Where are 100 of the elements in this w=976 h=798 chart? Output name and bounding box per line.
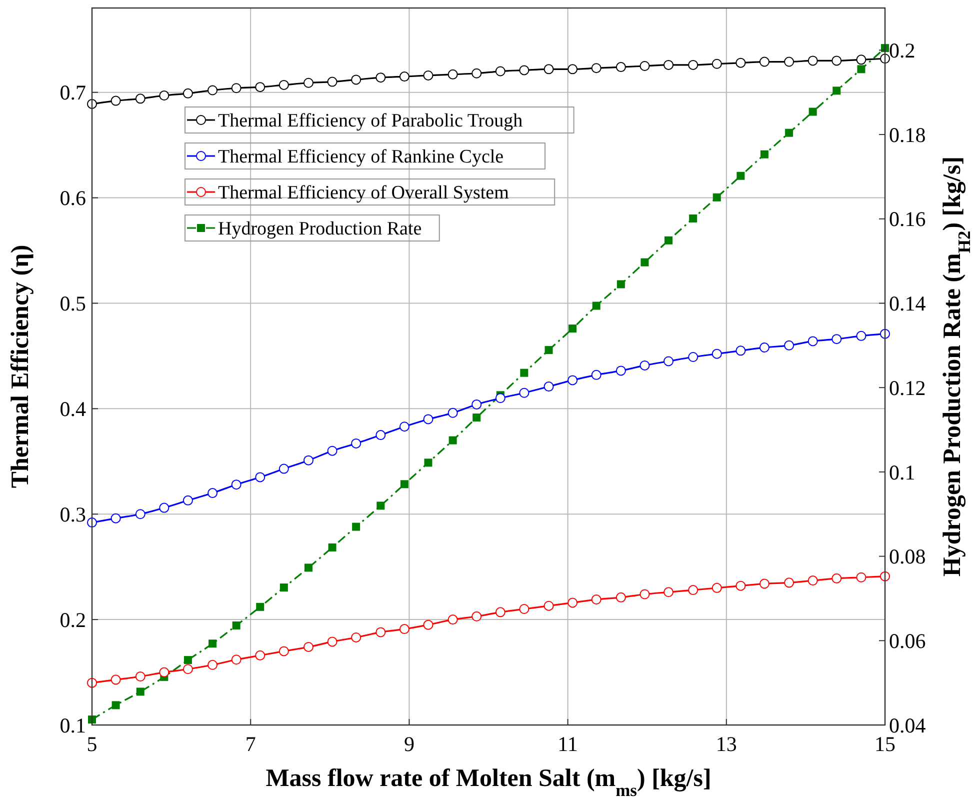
point bbox=[520, 368, 528, 377]
point bbox=[592, 302, 600, 310]
point bbox=[712, 348, 722, 359]
x-axis-title: Mass flow rate of Molten Salt (m$_{ms}$) [kg/s] bbox=[266, 765, 712, 798]
point bbox=[736, 580, 746, 591]
point bbox=[640, 60, 650, 71]
point bbox=[712, 582, 722, 593]
point bbox=[832, 56, 842, 66]
point bbox=[448, 408, 458, 418]
point bbox=[784, 340, 794, 350]
point bbox=[495, 393, 506, 404]
point bbox=[376, 430, 386, 440]
point bbox=[689, 214, 698, 222]
point bbox=[303, 78, 314, 88]
point bbox=[278, 80, 289, 90]
point bbox=[495, 607, 506, 618]
y-tick-label: 0.4 bbox=[60, 397, 86, 422]
point bbox=[591, 370, 602, 380]
point bbox=[303, 455, 314, 466]
y-tick-label: 0.3 bbox=[60, 502, 86, 526]
x-tick-label: 5 bbox=[86, 732, 98, 756]
y-tick-label: 0.5 bbox=[60, 292, 86, 316]
point bbox=[736, 346, 746, 356]
point bbox=[784, 578, 794, 588]
point bbox=[712, 193, 721, 202]
y2-tick-label: 0.2 bbox=[889, 38, 916, 63]
point bbox=[808, 56, 818, 66]
point bbox=[376, 627, 386, 638]
point bbox=[376, 502, 385, 510]
point bbox=[399, 72, 410, 82]
x-tick-label: 7 bbox=[245, 732, 256, 756]
point bbox=[759, 578, 770, 589]
point bbox=[136, 688, 144, 696]
point bbox=[785, 128, 794, 137]
point bbox=[423, 70, 434, 80]
point bbox=[182, 664, 193, 674]
point bbox=[327, 636, 338, 647]
point bbox=[712, 58, 722, 69]
x-tick-label: 9 bbox=[404, 732, 414, 756]
point bbox=[736, 172, 745, 180]
legend-label: Hydrogen Production Rate bbox=[218, 218, 422, 240]
point bbox=[759, 342, 770, 353]
point bbox=[423, 620, 434, 630]
point bbox=[736, 58, 746, 68]
point bbox=[664, 587, 674, 598]
point bbox=[424, 458, 432, 467]
point bbox=[832, 86, 841, 95]
point bbox=[400, 480, 408, 488]
y2-tick-label: 0.08 bbox=[889, 544, 926, 569]
point bbox=[208, 488, 218, 498]
y2-tick-label: 0.06 bbox=[889, 628, 926, 653]
point bbox=[519, 604, 530, 614]
point bbox=[280, 584, 288, 592]
point bbox=[856, 572, 866, 582]
point bbox=[231, 83, 242, 94]
point bbox=[760, 150, 768, 158]
point bbox=[688, 60, 698, 70]
point bbox=[184, 656, 192, 664]
legend-label: Thermal Efficiency of Parabolic Trough bbox=[218, 110, 524, 132]
point bbox=[591, 594, 602, 605]
legend-label: Thermal Efficiency of Overall System bbox=[218, 182, 510, 204]
point bbox=[208, 85, 218, 96]
point bbox=[568, 598, 578, 608]
point bbox=[616, 280, 625, 288]
point bbox=[208, 660, 218, 670]
point bbox=[856, 330, 866, 341]
point bbox=[808, 108, 817, 116]
point bbox=[352, 522, 360, 531]
point bbox=[616, 62, 626, 72]
point bbox=[303, 642, 314, 652]
x-tick-label: 13 bbox=[716, 732, 737, 756]
point bbox=[159, 90, 170, 101]
point bbox=[616, 592, 626, 602]
point bbox=[327, 76, 338, 87]
point bbox=[616, 366, 626, 376]
point bbox=[304, 564, 312, 572]
point bbox=[110, 96, 121, 106]
point bbox=[255, 650, 266, 660]
point bbox=[231, 654, 242, 665]
point bbox=[135, 671, 146, 682]
point bbox=[328, 543, 336, 552]
point bbox=[688, 585, 698, 596]
point bbox=[256, 602, 264, 611]
y-tick-label: 0.1 bbox=[60, 713, 86, 738]
y-tick-label: 0.6 bbox=[60, 186, 86, 210]
point bbox=[759, 56, 770, 67]
y2-tick-label: 0.18 bbox=[889, 122, 926, 147]
point bbox=[255, 82, 266, 92]
point bbox=[255, 472, 266, 482]
point bbox=[182, 88, 193, 98]
point bbox=[472, 399, 482, 410]
point bbox=[159, 502, 170, 513]
point bbox=[423, 414, 434, 424]
point bbox=[351, 438, 362, 448]
point bbox=[135, 94, 146, 104]
y2-tick-label: 0.16 bbox=[889, 207, 926, 232]
point bbox=[808, 576, 818, 586]
point bbox=[688, 352, 698, 362]
point bbox=[110, 674, 121, 685]
point bbox=[448, 69, 458, 80]
